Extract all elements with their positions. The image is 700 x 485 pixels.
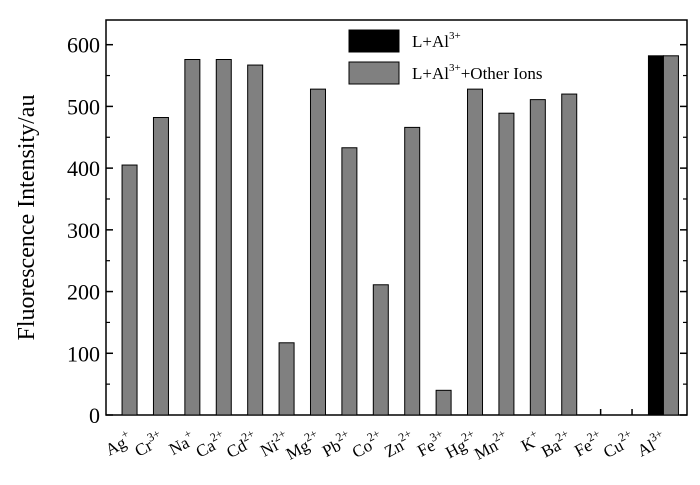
legend-label-other-ions: L+Al3++Other Ions [412, 62, 543, 83]
y-tick-label: 600 [67, 33, 100, 58]
bar-other-ions-ag [121, 164, 138, 416]
y-tick-label: 400 [67, 156, 100, 181]
legend-label-l-al: L+Al3+ [412, 30, 461, 51]
x-tick-label-charge: 2+ [270, 426, 288, 444]
bar-other-ions-zn [404, 126, 421, 416]
x-tick-label-charge: 3+ [145, 426, 163, 444]
legend-label-base: L+Al [412, 64, 449, 83]
y-tick-label: 100 [67, 341, 100, 366]
x-tick-label: Cd2+ [221, 426, 261, 462]
x-tick-label: Fe3+ [412, 426, 449, 460]
x-tick-label-charge: 2+ [396, 426, 414, 444]
bar-other-ions-al [662, 55, 679, 416]
bar-other-ions-k [529, 99, 546, 416]
bar-other-ions-ba [561, 93, 578, 416]
legend-label-charge: 3+ [449, 62, 461, 74]
x-tick-label-charge: 2+ [333, 426, 351, 444]
bars [121, 55, 679, 416]
legend: L+Al3+L+Al3++Other Ions [348, 29, 543, 85]
bar-other-ions-mn [498, 112, 515, 416]
legend-label-tail: +Other Ions [461, 64, 543, 83]
x-tick-label-charge: 3+ [647, 426, 665, 444]
x-tick-label: Al3+ [632, 426, 669, 460]
x-tick-label: Cr3+ [130, 426, 167, 460]
x-tick-label: Fe2+ [569, 426, 606, 460]
x-tick-label: K+ [516, 426, 544, 455]
x-tick-label: Ba2+ [536, 426, 575, 461]
bar-other-ions-cr [152, 117, 169, 416]
bar-other-ions-cd [247, 64, 264, 416]
bar-l-al-al [647, 55, 664, 416]
x-tick-label-base: Fe [571, 436, 595, 461]
y-tick-label: 500 [67, 94, 100, 119]
x-tick-label-charge: 2+ [584, 426, 602, 444]
x-tick-label-charge: 2+ [459, 426, 477, 444]
x-tick-label-charge: 2+ [208, 426, 226, 444]
legend-label-charge: 3+ [449, 30, 461, 42]
x-tick-label: Mn2+ [469, 426, 512, 464]
y-axis-title: Fluorescence Intensity/au [14, 95, 40, 341]
x-tick-label: Na+ [164, 426, 198, 459]
bar-other-ions-mg [309, 88, 326, 416]
bar-other-ions-co [372, 284, 389, 416]
bar-other-ions-na [184, 59, 201, 416]
x-tick-label-base: Fe [414, 436, 438, 461]
y-tick-label: 0 [89, 403, 100, 428]
x-tick-label: Cu2+ [598, 426, 638, 462]
bar-other-ions-ca [215, 59, 232, 416]
x-tick-label: Zn2+ [379, 426, 418, 461]
x-tick-label: Mg2+ [281, 426, 324, 464]
x-tick-label-charge: 2+ [365, 426, 383, 444]
x-tick-label-charge: 2+ [302, 426, 320, 444]
bar-other-ions-ni [278, 342, 295, 416]
bar-other-ions-pb [341, 147, 358, 416]
legend-swatch-l-al [348, 29, 400, 53]
x-tick-label: Ag+ [100, 426, 135, 459]
x-tick-label-charge: 2+ [490, 426, 508, 444]
bar-other-ions-fe [435, 389, 452, 416]
x-tick-label-charge: 3+ [427, 426, 445, 444]
bar-other-ions-hg [467, 88, 484, 416]
legend-label-base: L+Al [412, 32, 449, 51]
plot-frame [105, 19, 688, 416]
y-tick-label: 200 [67, 280, 100, 305]
legend-swatch-other-ions [348, 61, 400, 85]
y-tick-label: 300 [67, 218, 100, 243]
x-tick-label-charge: 2+ [553, 426, 571, 444]
x-tick-label-charge: 2+ [239, 426, 257, 444]
x-tick-label-charge: 2+ [616, 426, 634, 444]
